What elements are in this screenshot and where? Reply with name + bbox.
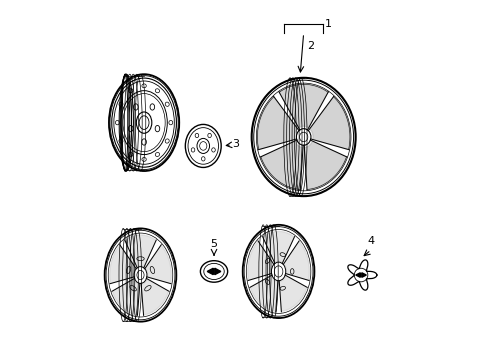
Polygon shape <box>361 273 366 277</box>
Polygon shape <box>309 97 349 150</box>
Polygon shape <box>250 275 277 311</box>
Text: 1: 1 <box>325 19 331 29</box>
Polygon shape <box>112 279 140 315</box>
Text: 3: 3 <box>232 139 239 149</box>
Polygon shape <box>347 260 376 290</box>
Polygon shape <box>207 268 213 275</box>
Polygon shape <box>109 245 136 284</box>
Polygon shape <box>260 141 303 189</box>
Ellipse shape <box>200 261 227 282</box>
Polygon shape <box>262 231 294 263</box>
Text: 5: 5 <box>210 239 217 249</box>
Polygon shape <box>279 84 327 128</box>
Polygon shape <box>141 279 168 315</box>
Polygon shape <box>214 268 221 275</box>
Polygon shape <box>257 97 297 150</box>
Polygon shape <box>124 235 156 267</box>
Polygon shape <box>355 273 360 277</box>
Polygon shape <box>279 275 306 311</box>
Polygon shape <box>247 241 273 280</box>
Text: 2: 2 <box>306 41 314 50</box>
Polygon shape <box>304 141 346 189</box>
Polygon shape <box>283 241 309 280</box>
Text: 4: 4 <box>367 237 374 246</box>
Polygon shape <box>145 245 171 284</box>
